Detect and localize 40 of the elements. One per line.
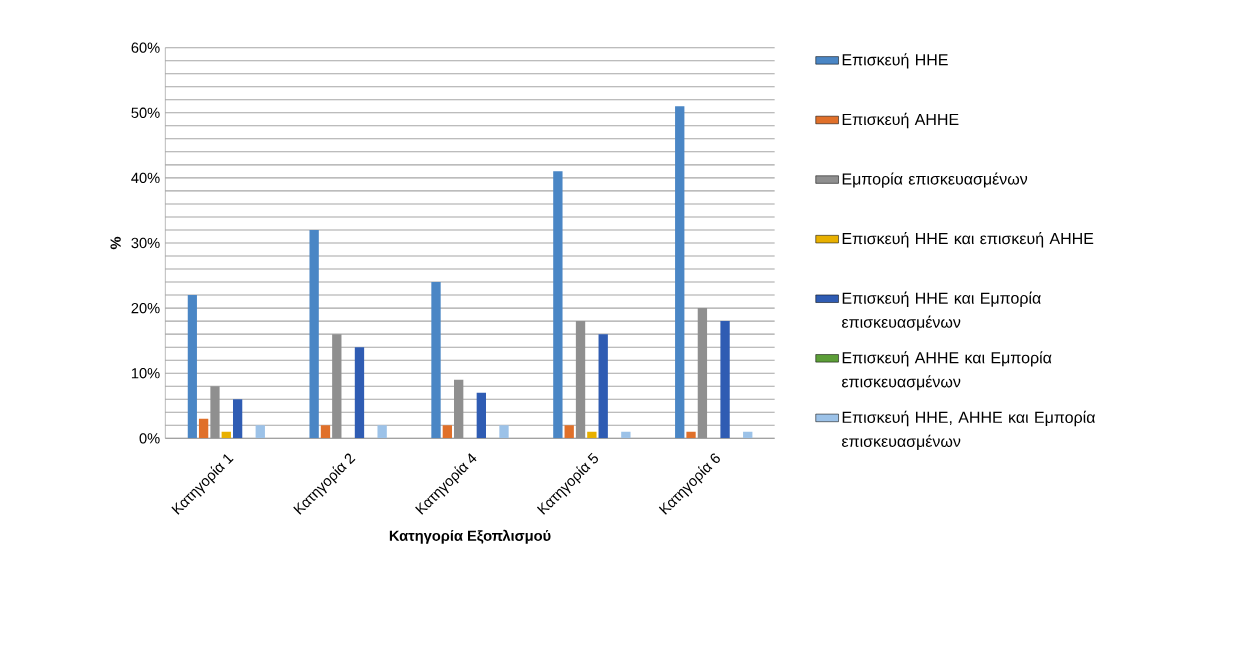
bar (575, 321, 586, 439)
bar (675, 106, 685, 439)
bar (587, 431, 597, 439)
y-tick-label: 10% (131, 368, 160, 379)
bar (198, 418, 209, 439)
y-tick-label: 20% (131, 302, 160, 314)
bar (697, 308, 708, 439)
y-tick-label: 30% (131, 237, 160, 249)
bar (255, 425, 265, 439)
bar (309, 229, 319, 439)
legend-label: Επισκευή ΑΗΗΕ και Εμπορία επισκευασμένων (842, 351, 1052, 391)
legend-label: Επισκευή ΗΗΕ (842, 53, 948, 69)
legend-label: Επισκευή ΗΗΕ και επισκευή ΑΗΗΕ (842, 232, 1094, 248)
bar (442, 425, 453, 439)
bar (499, 425, 509, 439)
legend-label: Επισκευή ΗΗΕ, ΑΗΗΕ και Εμπορία επισκευασμένων (842, 410, 1096, 450)
bar (553, 171, 563, 439)
y-tick-label: 40% (131, 172, 160, 184)
bar (454, 379, 464, 439)
y-tick-label: 60% (131, 42, 160, 53)
bar (354, 347, 365, 439)
bar (598, 334, 608, 439)
legend-label: Επισκευή ΑΗΗΕ (842, 112, 959, 129)
legend-label: Εμπορία επισκευασμένων (842, 172, 1028, 188)
y-axis-title: % (110, 236, 121, 250)
bar (187, 295, 197, 439)
bar (377, 425, 387, 439)
bar (431, 282, 441, 439)
bar (320, 425, 331, 439)
bar (232, 399, 243, 439)
bar (621, 431, 631, 439)
bar (210, 386, 220, 439)
legend-label: Επισκευή ΗΗΕ και Εμπορία επισκευασμένων (842, 291, 1041, 331)
bar (720, 321, 730, 439)
y-tick-label: 50% (131, 107, 160, 118)
bar (332, 334, 342, 439)
bar (476, 392, 486, 439)
y-tick-label: 0% (139, 433, 160, 444)
x-axis-title: Κατηγορία Εξοπλισμού (389, 529, 551, 544)
bar (564, 425, 574, 439)
